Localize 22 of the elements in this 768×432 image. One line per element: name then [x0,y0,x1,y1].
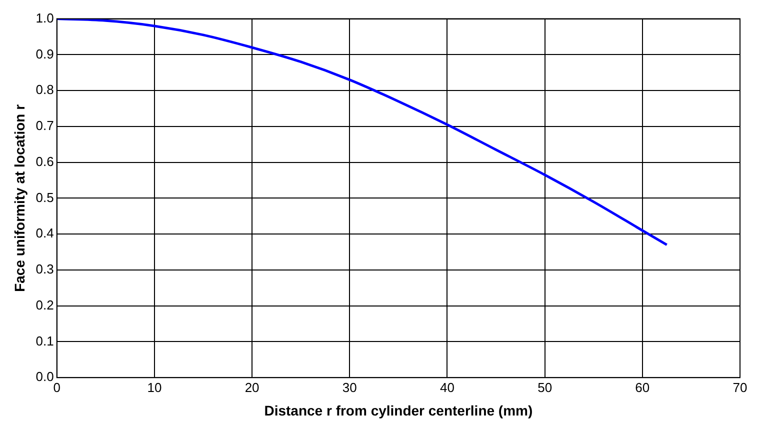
x-tick-label: 20 [244,380,260,395]
x-tick-label: 60 [635,380,650,395]
y-tick-label: 0.4 [36,226,54,241]
y-tick-label: 0.8 [36,82,54,98]
y-tick-label: 1.0 [36,10,54,26]
x-tick-label: 10 [147,380,162,395]
x-axis-title: Distance r from cylinder centerline (mm) [264,402,533,418]
x-tick-label: 30 [342,380,357,395]
y-tick-label: 0.3 [36,262,54,277]
y-tick-label: 0.6 [36,154,54,169]
y-tick-label: 0.9 [36,46,54,62]
y-tick-label: 0.1 [36,333,54,348]
line-series [56,18,668,246]
y-tick-label: 0.7 [36,118,54,134]
x-tick-label: 0 [53,380,60,395]
y-tick-label: 0.2 [36,297,54,312]
x-tick-label: 40 [440,380,454,395]
y-axis-title: Face uniformity at location r [11,104,28,292]
y-tick-label: 0.0 [36,369,54,384]
y-tick-label: 0.5 [36,190,54,205]
x-tick-label: 70 [732,380,748,395]
x-tick-label: 50 [538,380,552,395]
